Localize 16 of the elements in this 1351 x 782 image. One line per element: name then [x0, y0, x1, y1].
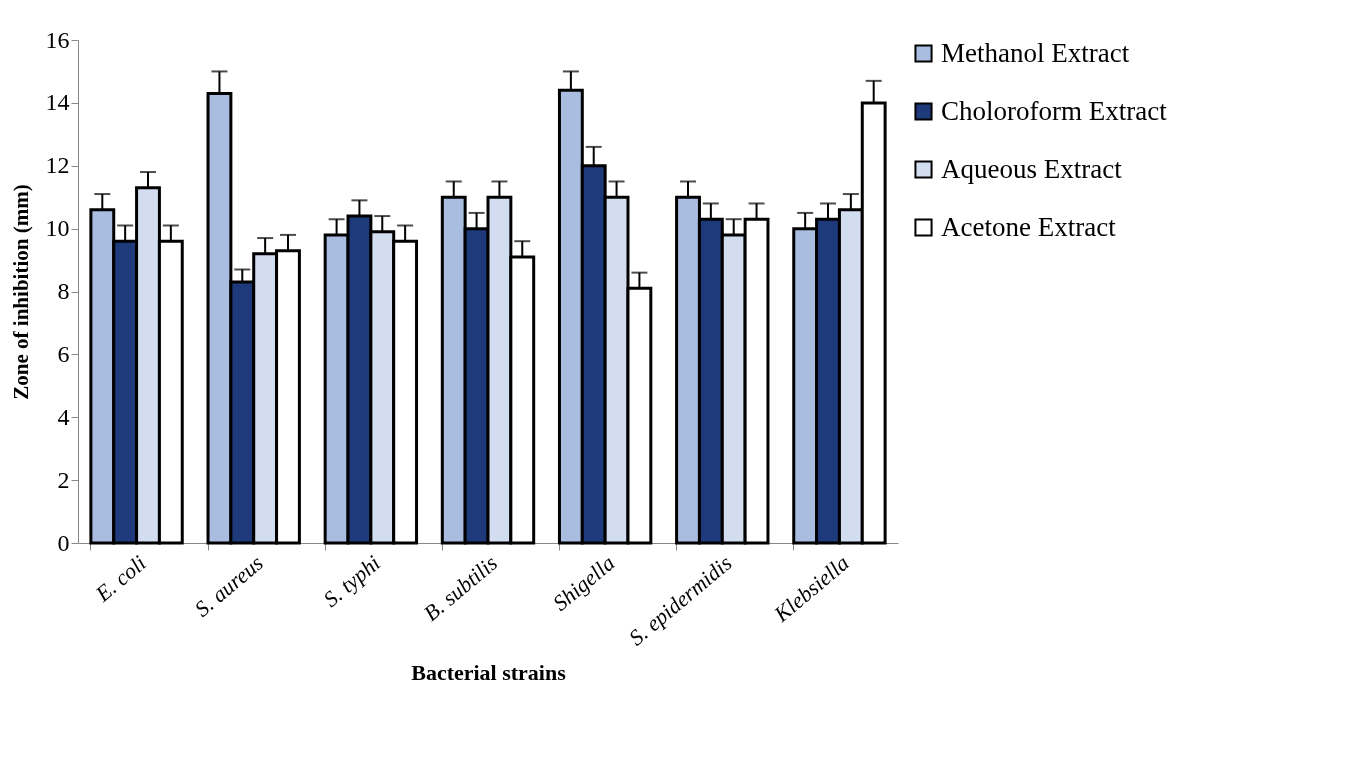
y-tick-label: 16: [45, 26, 70, 53]
y-tick-label: 6: [57, 340, 70, 367]
y-tick-label: 10: [45, 215, 70, 242]
y-tick-label: 2: [57, 466, 70, 493]
x-axis-title: Bacterial strains: [411, 660, 567, 686]
y-tick-label: 8: [57, 278, 70, 304]
legend-label: Aqueous Extract: [941, 153, 1123, 184]
x-tick-label: E. coli: [89, 550, 151, 607]
y-axis-title: Zone of inhibition (mm): [8, 184, 33, 400]
legend-label: Choloroform Extract: [941, 95, 1168, 126]
y-tick-label: 14: [45, 89, 70, 116]
legend-label: Acetone Extract: [941, 211, 1117, 242]
legend-label: Methanol Extract: [941, 37, 1130, 68]
y-tick-label: 12: [45, 152, 70, 179]
y-tick-label: 4: [57, 403, 70, 430]
y-tick-label: 0: [57, 529, 70, 556]
